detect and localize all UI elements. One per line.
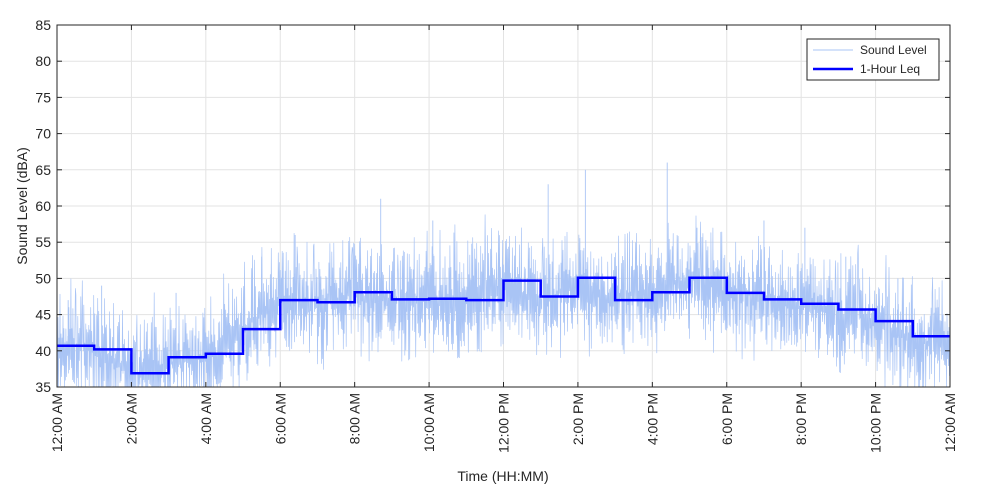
y-tick-label: 60: [35, 198, 51, 214]
y-tick-label: 35: [35, 379, 51, 395]
x-tick-label: 2:00 AM: [123, 393, 139, 444]
leq-step-line: [57, 276, 950, 375]
y-tick-label: 50: [35, 270, 51, 286]
legend: Sound Level 1-Hour Leq: [806, 38, 940, 81]
legend-box: [806, 38, 940, 81]
x-tick-label: 4:00 PM: [644, 393, 660, 445]
x-axis-label: Time (HH:MM): [457, 468, 548, 484]
y-tick-label: 55: [35, 234, 51, 250]
y-tick-label: 85: [35, 17, 51, 33]
y-axis: 35 40 45 50 55 60 65 70 75 80 85: [35, 17, 950, 395]
x-tick-label: 2:00 PM: [570, 393, 586, 445]
x-tick-label: 6:00 AM: [272, 393, 288, 444]
x-tick-label: 4:00 AM: [198, 393, 214, 444]
x-tick-label: 12:00 PM: [496, 393, 512, 453]
sound-level-line: [56, 214, 951, 388]
y-tick-label: 70: [35, 126, 51, 142]
legend-label-sound-level: Sound Level: [860, 43, 927, 57]
y-axis-label: Sound Level (dBA): [14, 147, 30, 265]
sound-level-series: [56, 162, 951, 388]
x-tick-label: 10:00 AM: [421, 393, 437, 452]
x-tick-label: 12:00 AM: [49, 393, 65, 452]
x-tick-label: 8:00 PM: [793, 393, 809, 445]
y-tick-label: 75: [35, 89, 51, 105]
x-tick-label: 6:00 PM: [719, 393, 735, 445]
y-tick-label: 45: [35, 307, 51, 323]
x-tick-label: 12:00 AM: [942, 393, 958, 452]
y-tick-label: 80: [35, 53, 51, 69]
leq-series: [57, 276, 950, 375]
x-tick-label: 8:00 AM: [347, 393, 363, 444]
x-axis: 12:00 AM 2:00 AM 4:00 AM 6:00 AM 8:00 AM 10:0…: [49, 25, 958, 453]
y-tick-label: 65: [35, 162, 51, 178]
legend-label-leq: 1-Hour Leq: [860, 62, 920, 76]
y-tick-label: 40: [35, 343, 51, 359]
x-tick-label: 10:00 PM: [868, 393, 884, 453]
